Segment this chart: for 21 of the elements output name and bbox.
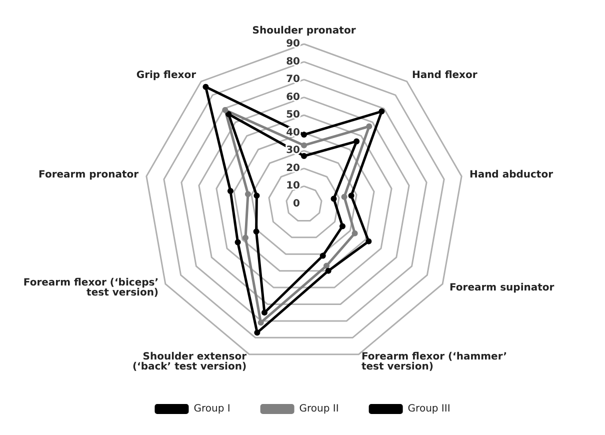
- y-tick-label: 50: [286, 110, 300, 121]
- y-tick-label: 20: [286, 162, 300, 174]
- spoke-label: Hand abductor: [469, 169, 554, 180]
- legend-label: Group III: [408, 404, 450, 414]
- y-tick-label: 70: [286, 74, 300, 86]
- y-tick-label: 10: [286, 180, 300, 192]
- y-tick-label: 90: [286, 38, 300, 50]
- spoke-label: Hand flexor: [412, 70, 478, 81]
- legend-label: Group I: [194, 404, 230, 414]
- spoke-label: Shoulder extensor (‘back’ test version): [132, 351, 247, 372]
- spoke-label: Forearm supinator: [449, 282, 554, 294]
- spoke-label: Shoulder pronator: [252, 26, 356, 36]
- spoke-label: Forearm flexor (‘hammer’ test version): [361, 351, 507, 372]
- spoke-label: Forearm pronator: [38, 169, 139, 180]
- y-tick-label: 60: [286, 92, 300, 103]
- legend-label: Group II: [299, 404, 339, 414]
- spoke-label: Forearm flexor (‘biceps’ test version): [23, 278, 159, 298]
- spoke-label: Grip flexor: [136, 70, 196, 81]
- y-tick-label: 40: [286, 127, 300, 138]
- y-tick-label: 80: [286, 56, 300, 68]
- y-tick-label: 0: [293, 198, 300, 210]
